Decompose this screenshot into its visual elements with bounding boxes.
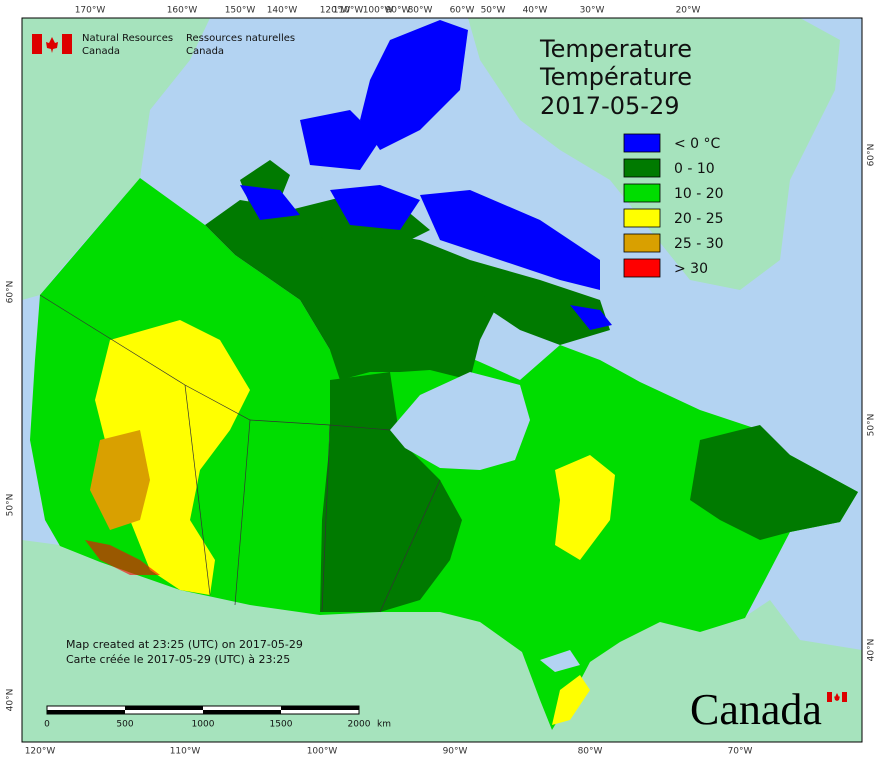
graticule-label-top: 50°W xyxy=(481,6,506,16)
graticule-label-left: 50°N xyxy=(6,494,16,517)
graticule-label-top: 80°W xyxy=(408,6,433,16)
scale-label: 1500 xyxy=(270,720,293,730)
flag-bar xyxy=(32,34,42,54)
flag-bar xyxy=(62,34,72,54)
boundary xyxy=(379,479,441,613)
wordmark-flag xyxy=(827,692,847,702)
graticule-label-top: 110°W xyxy=(333,6,364,16)
scale-segment xyxy=(281,706,359,710)
legend-label: 0 - 10 xyxy=(674,161,715,177)
lake xyxy=(540,650,580,672)
zone-warm-quebec xyxy=(555,455,615,560)
legend-swatch xyxy=(623,133,661,153)
map-frame xyxy=(21,17,863,743)
scale-label: 500 xyxy=(116,720,133,730)
graticule-label-bottom: 80°W xyxy=(578,747,603,757)
title-fr: Température xyxy=(539,63,692,91)
header: Natural Resources Canada Ressources natu… xyxy=(32,33,295,57)
graticule-label-right: 50°N xyxy=(867,414,877,437)
legend-swatch xyxy=(623,233,661,253)
zone-very-hot xyxy=(85,540,160,575)
scale-segment xyxy=(125,706,203,710)
graticule-label-top: 120°W xyxy=(320,6,351,16)
baffin-north xyxy=(420,190,600,290)
ellesmere xyxy=(360,20,468,150)
legend-label: 25 - 30 xyxy=(674,236,724,252)
graticule-label-top: 90°W xyxy=(386,6,411,16)
island-cold xyxy=(300,110,380,170)
graticule-label-right: 60°N xyxy=(867,144,877,167)
graticule-label-bottom: 90°W xyxy=(443,747,468,757)
scale-label: 1000 xyxy=(192,720,215,730)
graticule-label-top: 20°W xyxy=(676,6,701,16)
graticule-label-top: 150°W xyxy=(225,6,256,16)
scale-label: 2000 xyxy=(348,720,371,730)
maple-leaf xyxy=(46,37,58,53)
graticule-label-left: 60°N xyxy=(6,281,16,304)
graticule-label-top: 160°W xyxy=(167,6,198,16)
usa xyxy=(22,540,862,742)
legend: < 0 °C 0 - 10 10 - 20 20 - 25 25 - 30 > 30 xyxy=(623,133,724,278)
legend-label: < 0 °C xyxy=(674,136,721,152)
alaska xyxy=(22,18,210,300)
scale-label: 0 xyxy=(44,720,50,730)
flag-bar xyxy=(842,692,847,702)
credit-en: Map created at 23:25 (UTC) on 2017-05-29 xyxy=(66,638,303,651)
zone-hot xyxy=(90,430,150,530)
credit-fr: Carte créée le 2017-05-29 (UTC) à 23:25 xyxy=(66,653,290,666)
zone-warm-ontario xyxy=(552,675,590,725)
legend-label: > 30 xyxy=(674,261,708,277)
scale-segment xyxy=(47,710,125,714)
legend-swatch xyxy=(623,158,661,178)
title-en: Temperature xyxy=(539,35,692,63)
flag-bar xyxy=(827,692,832,702)
legend-swatch xyxy=(623,258,661,278)
hudson-bay xyxy=(390,372,530,470)
legend-label: 20 - 25 xyxy=(674,211,724,227)
agency-en: Canada xyxy=(82,46,120,57)
graticule-label-left: 40°N xyxy=(6,689,16,712)
graticule-label-bottom: 120°W xyxy=(25,747,56,757)
legend-swatch xyxy=(623,183,661,203)
graticule-label-right: 40°N xyxy=(867,639,877,662)
graticule-label-bottom: 100°W xyxy=(307,747,338,757)
boundary xyxy=(321,424,331,613)
island-cold xyxy=(570,305,612,330)
boundary xyxy=(234,419,251,606)
scale-segment xyxy=(203,710,281,714)
scale-bar: 0 500 1000 1500 2000 km xyxy=(44,705,391,730)
zone-cool-east xyxy=(690,425,858,540)
agency-en: Natural Resources xyxy=(82,33,173,44)
graticule-label-top: 40°W xyxy=(523,6,548,16)
agency-fr: Canada xyxy=(186,46,224,57)
graticule-label-top: 30°W xyxy=(580,6,605,16)
zone-cool-hudson xyxy=(320,372,462,612)
agency-fr: Ressources naturelles xyxy=(186,33,295,44)
wordmark: Canada xyxy=(690,685,822,734)
zone-cool-north xyxy=(205,200,500,380)
greenland xyxy=(468,18,840,290)
zone-warm xyxy=(95,320,250,595)
frame-border xyxy=(21,17,863,743)
legend-label: 10 - 20 xyxy=(674,186,724,202)
baffin-south xyxy=(470,260,610,345)
scale-unit: km xyxy=(377,720,391,730)
graticule-label-top: 140°W xyxy=(267,6,298,16)
maple-leaf xyxy=(834,693,840,701)
island-cold xyxy=(330,185,420,230)
boundary xyxy=(184,384,211,596)
graticule-label-bottom: 110°W xyxy=(170,747,201,757)
graticule-label-top: 60°W xyxy=(450,6,475,16)
graticule-label-bottom: 70°W xyxy=(728,747,753,757)
legend-swatch xyxy=(623,208,661,228)
graticule-label-top: 100°W xyxy=(363,6,394,16)
island-cold xyxy=(240,185,300,220)
title-date: 2017-05-29 xyxy=(540,92,679,120)
graticule-label-top: 170°W xyxy=(75,6,106,16)
